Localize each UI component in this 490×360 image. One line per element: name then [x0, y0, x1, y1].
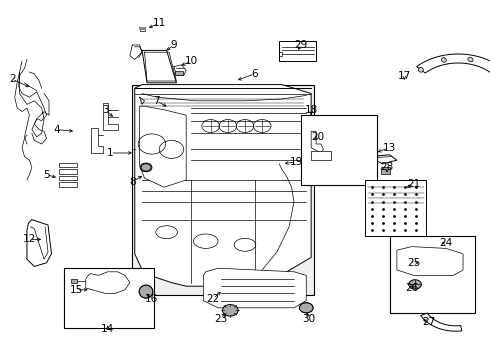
Text: 9: 9	[171, 40, 177, 50]
Polygon shape	[86, 272, 130, 293]
Text: 4: 4	[53, 125, 60, 135]
Ellipse shape	[140, 163, 152, 172]
Ellipse shape	[139, 285, 153, 298]
Bar	[390, 236, 475, 313]
Text: 14: 14	[101, 324, 115, 334]
Text: 1: 1	[107, 148, 114, 158]
Bar	[64, 268, 154, 328]
Bar	[59, 176, 77, 180]
Text: 5: 5	[43, 170, 50, 180]
Bar	[365, 180, 426, 236]
Text: 18: 18	[304, 105, 318, 115]
Ellipse shape	[299, 303, 313, 313]
Bar	[381, 167, 390, 174]
Text: 22: 22	[206, 294, 220, 304]
Text: 7: 7	[153, 96, 160, 106]
Ellipse shape	[409, 280, 421, 289]
Polygon shape	[135, 85, 311, 286]
Text: 15: 15	[69, 285, 83, 295]
Polygon shape	[91, 128, 103, 153]
Text: 10: 10	[185, 56, 197, 66]
Ellipse shape	[418, 67, 423, 72]
Text: 30: 30	[302, 314, 315, 324]
Text: 2: 2	[9, 74, 16, 84]
Polygon shape	[416, 54, 490, 87]
Ellipse shape	[468, 57, 473, 62]
Text: 8: 8	[129, 177, 136, 187]
Bar	[139, 27, 146, 30]
Text: 3: 3	[102, 105, 109, 115]
Polygon shape	[397, 247, 463, 275]
Polygon shape	[370, 155, 397, 164]
Text: 21: 21	[407, 179, 421, 189]
Ellipse shape	[441, 58, 446, 62]
Bar	[59, 182, 77, 187]
Text: 24: 24	[439, 238, 453, 248]
Ellipse shape	[222, 305, 238, 316]
Text: 17: 17	[397, 71, 411, 81]
Bar	[311, 151, 331, 160]
Text: 20: 20	[311, 132, 324, 142]
Text: 19: 19	[290, 157, 303, 167]
Text: 12: 12	[23, 234, 36, 244]
Text: 6: 6	[251, 69, 258, 79]
Bar	[301, 115, 377, 185]
Polygon shape	[27, 220, 51, 266]
Text: 23: 23	[214, 314, 227, 324]
Polygon shape	[142, 50, 176, 83]
Text: 16: 16	[145, 294, 159, 304]
Text: 26: 26	[405, 283, 418, 293]
Text: 13: 13	[383, 143, 396, 153]
Text: 29: 29	[294, 40, 308, 50]
Text: 28: 28	[380, 162, 394, 172]
Bar	[175, 71, 183, 75]
Polygon shape	[203, 268, 306, 308]
Bar	[279, 41, 316, 61]
Text: 25: 25	[407, 258, 421, 268]
Polygon shape	[103, 103, 118, 130]
Text: 27: 27	[422, 317, 436, 327]
Bar	[59, 169, 77, 174]
Bar	[132, 85, 314, 295]
Polygon shape	[421, 313, 462, 331]
Polygon shape	[140, 106, 186, 187]
Bar	[59, 163, 77, 167]
Text: 11: 11	[152, 18, 166, 28]
Bar	[71, 279, 77, 283]
Polygon shape	[311, 131, 323, 153]
